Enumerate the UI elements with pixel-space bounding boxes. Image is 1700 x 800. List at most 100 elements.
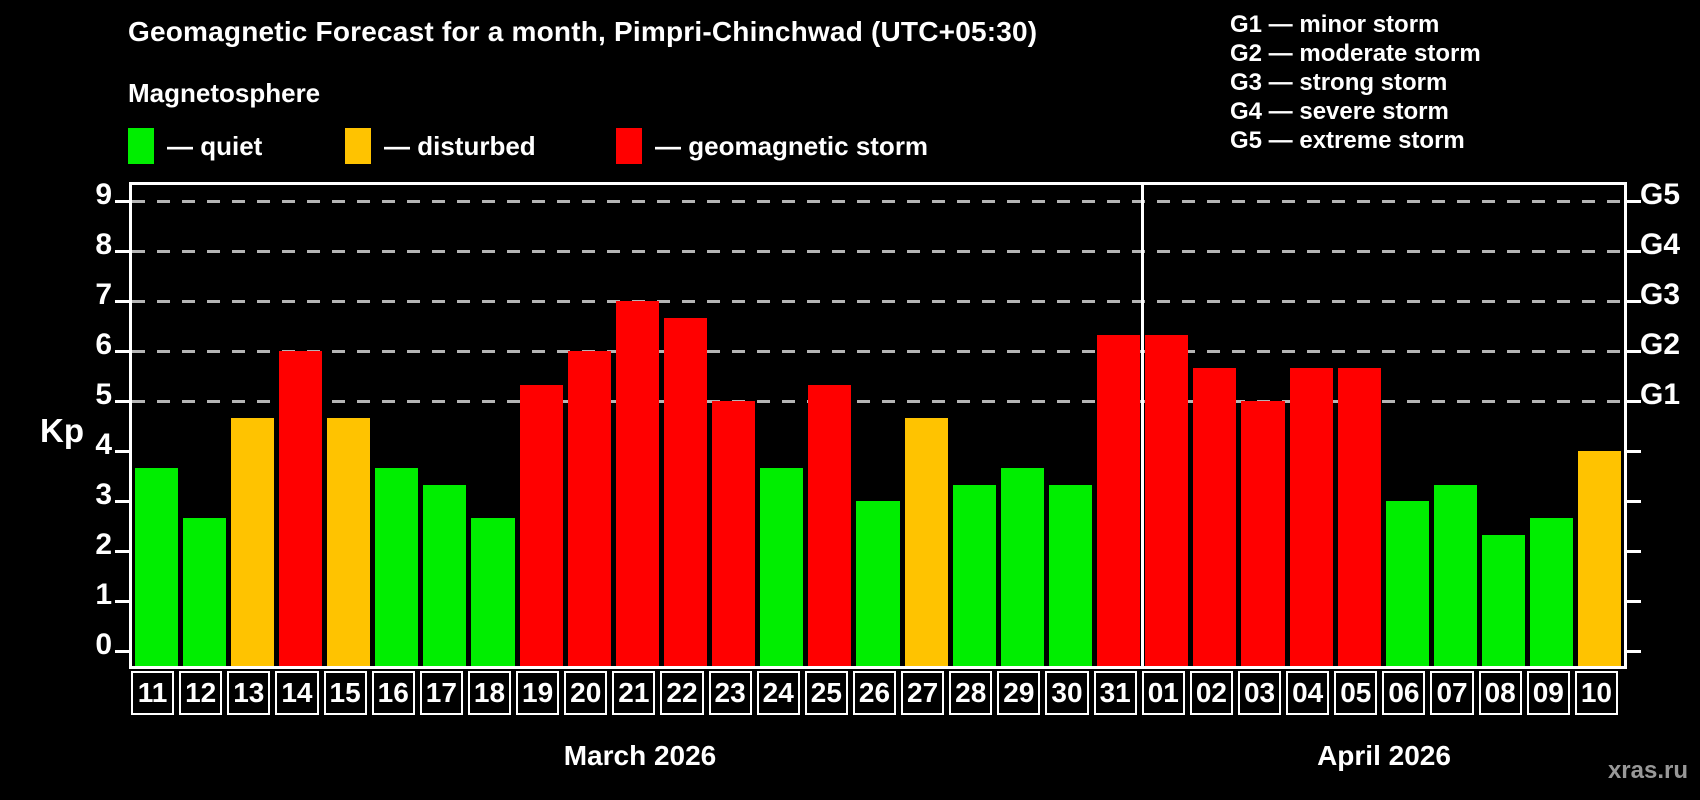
quiet-color-swatch bbox=[128, 128, 154, 164]
storm-color-swatch bbox=[616, 128, 642, 164]
y-axis-tick-left bbox=[115, 250, 129, 253]
chart-title: Geomagnetic Forecast for a month, Pimpri… bbox=[128, 16, 1038, 47]
day-label-31: 31 bbox=[1093, 671, 1137, 715]
y-axis-tick-right bbox=[1627, 350, 1641, 353]
day-label-05: 05 bbox=[1334, 671, 1378, 715]
legend-label-quiet: — quiet bbox=[167, 130, 263, 161]
legend-label-disturbed: — disturbed bbox=[384, 130, 536, 161]
bar-day-28 bbox=[952, 484, 996, 666]
bar-day-29 bbox=[1000, 467, 1044, 666]
y-tick-label-2: 2 bbox=[95, 528, 112, 561]
day-label-09: 09 bbox=[1526, 671, 1570, 715]
bar-day-03 bbox=[1241, 401, 1285, 666]
day-label-21: 21 bbox=[612, 671, 656, 715]
bar-day-13 bbox=[230, 417, 274, 666]
bar-day-19 bbox=[519, 384, 563, 666]
y-tick-label-9: 9 bbox=[95, 178, 112, 211]
bar-day-25 bbox=[808, 384, 852, 666]
day-label-30: 30 bbox=[1045, 671, 1089, 715]
y-tick-label-4: 4 bbox=[95, 428, 112, 461]
y-axis-tick-right bbox=[1627, 200, 1641, 203]
day-label-19: 19 bbox=[516, 671, 560, 715]
day-label-27: 27 bbox=[901, 671, 945, 715]
y-axis-tick-right bbox=[1627, 450, 1641, 453]
g-axis-label-g2: G2 bbox=[1640, 328, 1681, 361]
bar-day-14 bbox=[278, 351, 322, 666]
y-tick-label-8: 8 bbox=[95, 228, 112, 261]
g-legend-line-g4: G4 — severe storm bbox=[1230, 98, 1449, 125]
y-tick-label-7: 7 bbox=[95, 278, 112, 311]
gridline-kp-6 bbox=[132, 350, 1624, 353]
bar-day-27 bbox=[904, 417, 948, 666]
gridline-kp-7 bbox=[132, 300, 1624, 303]
month-label-april: April 2026 bbox=[1317, 740, 1451, 771]
y-tick-label-0: 0 bbox=[95, 628, 112, 661]
bar-day-16 bbox=[375, 467, 419, 666]
month-label-march: March 2026 bbox=[563, 740, 717, 771]
bar-day-21 bbox=[615, 301, 659, 666]
day-label-24: 24 bbox=[756, 671, 800, 715]
bar-day-08 bbox=[1482, 534, 1526, 666]
bar-day-20 bbox=[567, 351, 611, 666]
y-axis-tick-left bbox=[115, 200, 129, 203]
y-tick-label-3: 3 bbox=[95, 478, 112, 511]
day-label-25: 25 bbox=[804, 671, 848, 715]
bar-day-06 bbox=[1385, 501, 1429, 666]
day-label-14: 14 bbox=[275, 671, 319, 715]
y-tick-label-5: 5 bbox=[95, 378, 112, 411]
bar-day-05 bbox=[1337, 367, 1381, 666]
gridline-kp-5 bbox=[132, 400, 1624, 403]
y-axis-tick-left bbox=[115, 650, 129, 653]
g-legend-line-g5: G5 — extreme storm bbox=[1230, 127, 1465, 154]
bar-day-04 bbox=[1289, 367, 1333, 666]
day-label-22: 22 bbox=[660, 671, 704, 715]
month-separator-line bbox=[1141, 185, 1145, 666]
y-tick-label-6: 6 bbox=[95, 328, 112, 361]
day-label-23: 23 bbox=[708, 671, 752, 715]
y-axis-tick-left bbox=[115, 600, 129, 603]
day-label-29: 29 bbox=[997, 671, 1041, 715]
bar-day-31 bbox=[1097, 334, 1141, 666]
g-legend-line-g2: G2 — moderate storm bbox=[1230, 40, 1481, 67]
gridline-kp-8 bbox=[132, 250, 1624, 253]
legend-item-storm: — geomagnetic storm bbox=[616, 128, 928, 164]
day-label-13: 13 bbox=[227, 671, 271, 715]
bar-day-30 bbox=[1048, 484, 1093, 666]
y-axis-tick-left bbox=[115, 450, 129, 453]
bar-day-17 bbox=[423, 484, 467, 666]
gridline-kp-9 bbox=[132, 200, 1624, 203]
legend-item-disturbed: — disturbed bbox=[345, 128, 536, 164]
day-label-03: 03 bbox=[1237, 671, 1282, 715]
y-axis-tick-right bbox=[1627, 600, 1641, 603]
day-label-04: 04 bbox=[1286, 671, 1330, 715]
bar-day-11 bbox=[134, 467, 178, 666]
day-label-17: 17 bbox=[419, 671, 463, 715]
y-tick-label-1: 1 bbox=[95, 578, 112, 611]
bar-day-10 bbox=[1578, 451, 1622, 666]
y-axis-tick-right bbox=[1627, 400, 1641, 403]
y-axis-tick-right bbox=[1627, 500, 1641, 503]
magnetosphere-label: Magnetosphere bbox=[128, 78, 321, 108]
day-axis-row: 11 12 13 14 15 16 17 18 19 20 21 22 23 24 25 26 27 28 29 30… bbox=[129, 671, 1627, 717]
day-label-02: 02 bbox=[1189, 671, 1233, 715]
y-axis-tick-right bbox=[1627, 300, 1641, 303]
day-label-28: 28 bbox=[949, 671, 993, 715]
day-label-07: 07 bbox=[1430, 671, 1474, 715]
y-axis-tick-right bbox=[1627, 550, 1641, 553]
g-axis-label-g3: G3 bbox=[1640, 278, 1681, 311]
bar-day-07 bbox=[1433, 484, 1478, 666]
day-label-15: 15 bbox=[323, 671, 367, 715]
y-axis-tick-left bbox=[115, 350, 129, 353]
day-label-11: 11 bbox=[131, 671, 175, 715]
y-axis-tick-left bbox=[115, 400, 129, 403]
day-label-16: 16 bbox=[371, 671, 415, 715]
legend-item-quiet: — quiet bbox=[128, 128, 262, 164]
bar-day-22 bbox=[663, 317, 708, 666]
y-axis-tick-left bbox=[115, 500, 129, 503]
day-label-12: 12 bbox=[179, 671, 223, 715]
g-legend-line-g3: G3 — strong storm bbox=[1230, 69, 1448, 96]
bar-day-15 bbox=[327, 417, 371, 666]
bar-day-18 bbox=[471, 517, 515, 666]
day-label-10: 10 bbox=[1574, 671, 1618, 715]
bar-day-23 bbox=[712, 401, 756, 666]
